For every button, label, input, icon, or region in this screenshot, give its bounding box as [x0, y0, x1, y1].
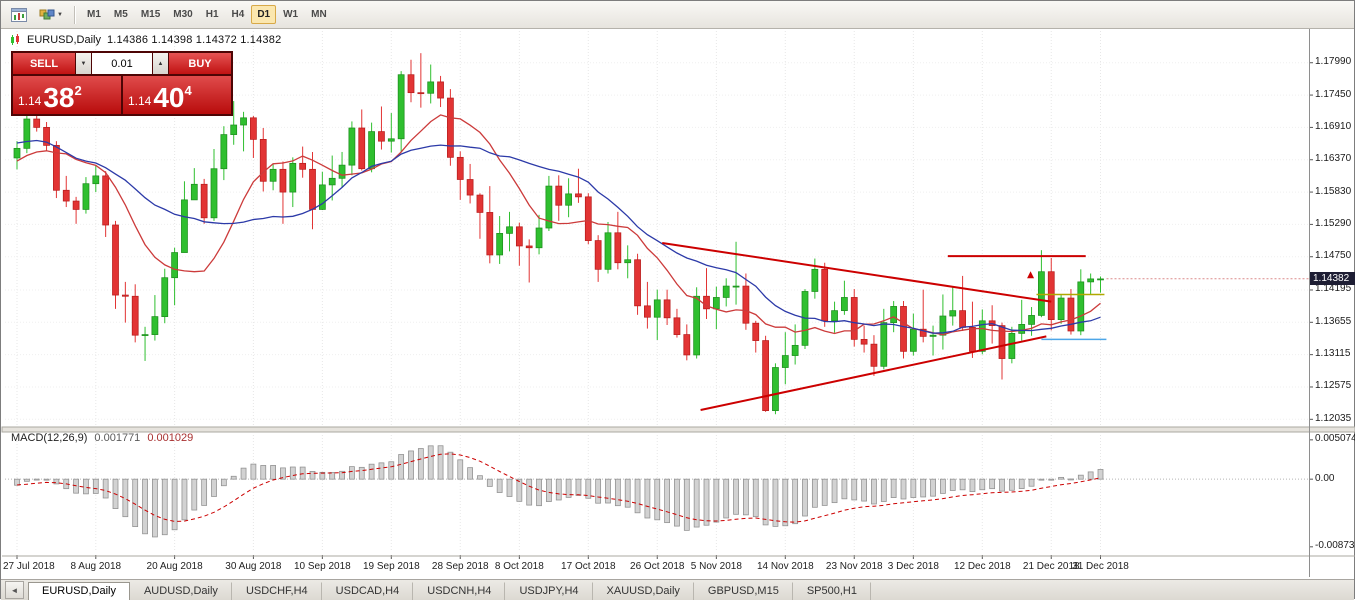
chart-tools-button[interactable]: ▼	[34, 4, 68, 25]
drawn-objects-layer	[662, 241, 1309, 412]
price-axis-label: 1.15830	[1315, 185, 1352, 197]
price-axis-label: 1.13115	[1315, 348, 1351, 360]
chart-window-button[interactable]	[6, 4, 32, 25]
symbol-header: EURUSD,Daily 1.14386 1.14398 1.14372 1.1…	[9, 34, 281, 46]
price-axis-label: 1.14195	[1315, 283, 1352, 295]
timeframe-button-m30[interactable]: M30	[167, 5, 198, 24]
date-axis-label: 8 Oct 2018	[494, 561, 544, 572]
date-axis-label: 14 Nov 2018	[756, 561, 814, 572]
scroll-left-icon: ◄	[10, 585, 19, 595]
price-axis-label: 1.14750	[1315, 250, 1352, 262]
date-axis-label: 21 Dec 2018	[1022, 561, 1080, 572]
chart-tab-bar: ◄ EURUSD,Daily AUDUSD,Daily USDCHF,H4 USDCA…	[1, 579, 1354, 600]
sell-price-sup: 2	[74, 83, 82, 98]
tab-audusd-daily[interactable]: AUDUSD,Daily	[130, 582, 232, 600]
price-marker-arrow-icon	[1027, 271, 1035, 279]
symbol-icon	[11, 34, 19, 45]
current-price-badge: 1.14382	[1310, 272, 1355, 286]
date-axis-label: 31 Dec 2018	[1072, 561, 1129, 572]
date-axis-label: 26 Oct 2018	[630, 561, 685, 572]
sell-button[interactable]: SELL	[13, 53, 75, 74]
macd-axis-label: 0.005074	[1315, 433, 1355, 445]
tab-gbpusd-m15[interactable]: GBPUSD,M15	[694, 582, 793, 600]
macd-main-value: 0.001771	[94, 432, 141, 444]
macd-layer	[5, 445, 1309, 538]
date-axis-label: 28 Sep 2018	[431, 561, 489, 572]
timeframe-button-d1[interactable]: D1	[251, 5, 277, 24]
chevron-down-icon: ▼	[57, 11, 63, 18]
candles-layer	[13, 53, 1104, 415]
price-axis-label: 1.13655	[1315, 315, 1352, 327]
sell-price-big: 38	[43, 82, 75, 114]
axis-frame-layer	[1, 29, 1355, 577]
timeframe-button-mn[interactable]: MN	[305, 5, 333, 24]
date-axis-label: 23 Nov 2018	[825, 561, 883, 572]
tab-xauusd-daily[interactable]: XAUUSD,Daily	[593, 582, 694, 600]
date-axis-label: 10 Sep 2018	[293, 561, 351, 572]
ohlc-values: 1.14386 1.14398 1.14372 1.14382	[106, 34, 282, 46]
buy-price-big: 40	[153, 82, 185, 114]
date-axis-label: 19 Sep 2018	[362, 561, 420, 572]
macd-signal-value: 0.001029	[147, 432, 194, 444]
macd-indicator-header: MACD(12,26,9) 0.001771 0.001029	[11, 432, 193, 444]
trade-panel-prices: 1.14 38 2 1.14 40 4	[13, 76, 231, 114]
timeframe-button-w1[interactable]: W1	[277, 5, 304, 24]
macd-title: MACD(12,26,9)	[11, 432, 88, 444]
date-axis-label: 12 Dec 2018	[953, 561, 1011, 572]
sell-price-prefix: 1.14	[18, 94, 42, 108]
price-axis-label: 1.12035	[1315, 412, 1352, 424]
tab-usdchf-h4[interactable]: USDCHF,H4	[232, 582, 322, 600]
macd-axis-label: -0.00873	[1315, 540, 1355, 552]
volume-input[interactable]	[92, 53, 152, 74]
date-axis-label: 17 Oct 2018	[561, 561, 616, 572]
volume-decrease-button[interactable]: ▼	[76, 53, 91, 74]
timeframe-button-m5[interactable]: M5	[108, 5, 134, 24]
price-axis-label: 1.17450	[1315, 88, 1352, 100]
price-axis-label: 1.16910	[1315, 120, 1352, 132]
price-axis-label: 1.16370	[1315, 153, 1352, 165]
timeframe-button-m1[interactable]: M1	[81, 5, 107, 24]
tab-usdcad-h4[interactable]: USDCAD,H4	[322, 582, 414, 600]
date-axis-label: 27 Jul 2018	[3, 561, 55, 572]
price-axis-label: 1.15290	[1315, 217, 1352, 229]
caret-down-icon: ▼	[80, 60, 87, 67]
tab-sp500-h1[interactable]: SP500,H1	[793, 582, 871, 600]
buy-price-display[interactable]: 1.14 40 4	[123, 76, 231, 114]
date-axis-label: 30 Aug 2018	[225, 561, 282, 572]
volume-increase-button[interactable]: ▲	[153, 53, 168, 74]
symbol-name: EURUSD,Daily	[27, 34, 101, 46]
toolbar-separator	[74, 5, 75, 24]
price-axis-label: 1.17990	[1315, 56, 1352, 68]
date-axis-label: 20 Aug 2018	[146, 561, 203, 572]
price-axis[interactable]: 1.14382 1.17990 1.17450 1.16910 1.16370 1.15…	[1309, 1, 1355, 600]
tab-eurusd-daily[interactable]: EURUSD,Daily	[28, 582, 130, 600]
chart-window-icon	[11, 7, 27, 22]
tab-usdjpy-h4[interactable]: USDJPY,H4	[505, 582, 593, 600]
tab-usdcnh-h4[interactable]: USDCNH,H4	[413, 582, 506, 600]
buy-price-sup: 4	[184, 83, 192, 98]
buy-price-prefix: 1.14	[128, 94, 152, 108]
sell-price-display[interactable]: 1.14 38 2	[13, 76, 121, 114]
date-axis-label: 8 Aug 2018	[70, 561, 122, 572]
date-axis-label: 5 Nov 2018	[690, 561, 742, 572]
moving-averages-layer	[16, 114, 1101, 336]
date-axis-label: 3 Dec 2018	[887, 561, 939, 572]
trade-panel-controls: SELL ▼ ▲ BUY	[13, 53, 231, 74]
chart-tools-icon	[39, 9, 55, 19]
date-axis[interactable]: 27 Jul 2018 8 Aug 2018 20 Aug 2018 30 Aug 2…	[1, 557, 1309, 577]
top-toolbar: ▼ M1 M5 M15 M30 H1 H4 D1 W1 MN	[1, 1, 1354, 29]
price-axis-label: 1.12575	[1315, 380, 1352, 392]
timeframe-button-h1[interactable]: H1	[200, 5, 225, 24]
timeframe-button-group: M1 M5 M15 M30 H1 H4 D1 W1 MN	[81, 5, 334, 24]
timeframe-button-h4[interactable]: H4	[226, 5, 251, 24]
caret-up-icon: ▲	[157, 60, 164, 67]
macd-axis-label: 0.00	[1315, 472, 1335, 484]
buy-button[interactable]: BUY	[169, 53, 231, 74]
timeframe-button-m15[interactable]: M15	[135, 5, 166, 24]
tab-scroll-left-button[interactable]: ◄	[5, 581, 24, 599]
